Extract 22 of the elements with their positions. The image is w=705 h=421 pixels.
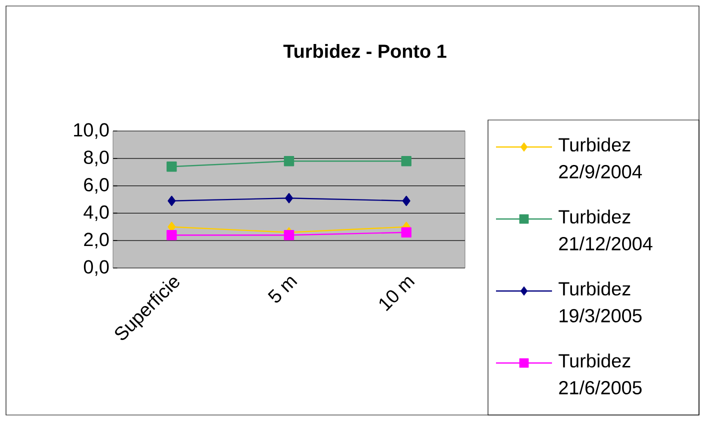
y-tick-label: 8,0 [84,150,109,166]
chart-title: Turbidez - Ponto 1 [283,44,446,58]
legend-label: Turbidez 19/3/2005 [558,282,642,322]
point [402,196,410,206]
y-tick-label: 0,0 [84,260,109,276]
y-tick-label: 10,0 [74,123,109,139]
point [168,196,176,206]
y-tick-label: 2,0 [84,232,109,248]
point [284,230,294,240]
x-tick-label: 5 m [268,276,298,303]
point [166,230,177,240]
legend-label: Turbidez 21/6/2005 [558,354,642,394]
y-tick-label: 4,0 [84,205,109,222]
point [401,227,412,238]
legend-label: Turbidez 21/12/2004 [558,210,652,250]
legend-label: Turbidez 22/9/2004 [558,138,642,178]
y-tick-label: 6,0 [84,178,109,194]
x-tick-label: 10 m [379,277,415,312]
point [401,156,412,166]
point [284,156,294,166]
point [285,193,293,204]
point [166,162,177,172]
